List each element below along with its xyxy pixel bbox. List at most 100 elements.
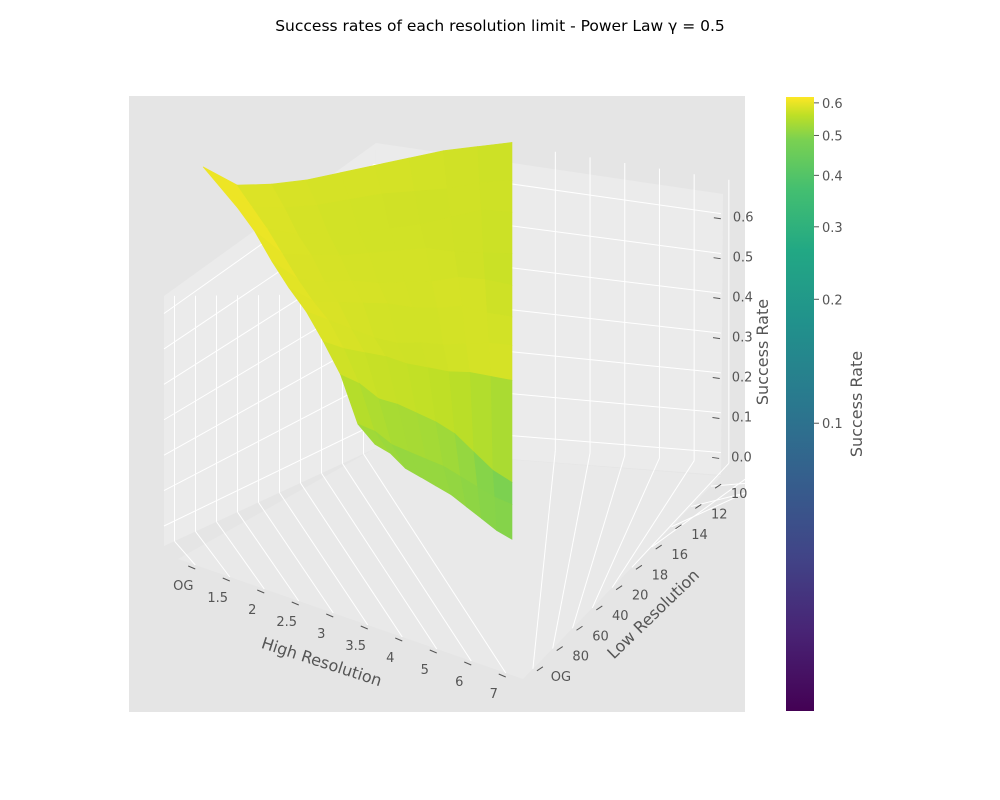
x-floor-gridline [279, 492, 369, 626]
floor-pane [178, 449, 721, 679]
surface-cell [486, 312, 513, 346]
z-tick [713, 217, 721, 220]
y-floor-gridline [572, 455, 626, 629]
x-tick-label: 2 [248, 603, 256, 618]
y-tick [695, 504, 702, 509]
surface-cell [465, 342, 492, 377]
y-tick-label: 18 [652, 568, 669, 583]
z-tick-label: 0.3 [732, 331, 753, 346]
surface-cell [477, 142, 513, 184]
colorbar-tick-label: 0.1 [822, 417, 843, 432]
y-tick [536, 666, 544, 672]
surface-cell [484, 279, 513, 318]
y-floor-gridline [671, 468, 799, 528]
colorbar-tick-label: 0.6 [822, 97, 843, 112]
x-floor-gridline [258, 502, 334, 614]
x-floor-gridline [237, 511, 300, 602]
surface-cell [479, 180, 513, 213]
y-floor-gridline [631, 462, 730, 568]
surface-cell [442, 146, 480, 190]
z-tick-label: 0.5 [733, 251, 754, 266]
y-tick-label: 60 [592, 629, 609, 644]
y-tick [556, 646, 563, 651]
surface-cell [481, 209, 513, 254]
y-tick [714, 483, 722, 489]
y-tick-label: 80 [572, 650, 589, 665]
y-tick [655, 544, 662, 550]
x-floor-gridline [195, 531, 231, 578]
x-tick [291, 601, 299, 606]
x-tick-label: 6 [455, 675, 463, 690]
surface-cell [408, 150, 448, 192]
x-tick [257, 589, 265, 594]
x-floor-gridline [174, 540, 196, 566]
colorbar-tick-label: 0.5 [822, 129, 843, 144]
z-gridline [163, 163, 722, 314]
y-tick [576, 625, 583, 631]
x-floor-gridline [216, 521, 265, 590]
y-tick-label: OG [551, 670, 571, 685]
surface-cell [431, 277, 463, 309]
z-tick [712, 377, 720, 380]
x-floor-gridline [363, 453, 507, 674]
x-tick [360, 625, 368, 630]
x-tick [326, 613, 334, 618]
surface-cell [488, 342, 513, 381]
y-tick-label: 20 [632, 589, 649, 604]
y-tick [635, 564, 643, 570]
y-tick [596, 605, 603, 611]
colorbar-tick-label: 0.2 [822, 293, 843, 308]
colorbar-label: Success Rate [847, 351, 866, 457]
y-floor-gridline [611, 460, 695, 588]
surface-cell [425, 247, 459, 282]
y-tick [675, 524, 682, 530]
z-tick [712, 416, 720, 419]
z-tick-label: 0.1 [731, 410, 752, 425]
x-tick [464, 661, 472, 666]
x-floor-gridline [321, 472, 438, 650]
surface-cell [454, 251, 486, 281]
y-tick [615, 585, 623, 591]
y-tick-label: 16 [671, 548, 688, 563]
colorbar-ticks: 0.1 0.2 0.3 0.4 0.5 0.6 [814, 97, 843, 432]
x-tick [395, 637, 403, 642]
y-tick-label: 12 [711, 507, 728, 522]
z-tick-label: 0.2 [732, 371, 753, 386]
x-tick-label: 7 [490, 687, 498, 702]
surface-cell [494, 496, 513, 540]
surface-cell [490, 376, 513, 483]
x-tick [188, 565, 196, 570]
y-floor-gridline [552, 452, 591, 649]
y-tick-label: 14 [691, 528, 708, 543]
chart-title: Success rates of each resolution limit -… [275, 17, 725, 35]
colorbar [786, 97, 814, 711]
x-tick [222, 577, 230, 582]
surface-cell [450, 209, 484, 254]
z-tick-label: 0.6 [733, 211, 754, 226]
colorbar-tick-label: 0.3 [822, 221, 843, 236]
x-tick-label: 2.5 [276, 615, 297, 630]
y-floor-gridline [591, 457, 660, 609]
surface-mesh [202, 142, 513, 540]
x-tick-label: 3.5 [345, 639, 366, 654]
y-floor-gridline [651, 465, 764, 548]
z-axis-label: Success Rate [753, 299, 772, 405]
y-floor-gridline [532, 450, 556, 669]
x-tick-label: 1.5 [207, 591, 228, 606]
x-tick [429, 649, 437, 654]
x-tick-label: 5 [421, 663, 429, 678]
x-tick-label: OG [173, 579, 193, 594]
x-floor-gridline [342, 463, 472, 662]
colorbar-tick-label: 0.4 [822, 169, 843, 184]
z-tick [712, 337, 721, 340]
x-tick [498, 673, 506, 678]
x-floor-gridline [300, 482, 403, 638]
z-tick [712, 456, 720, 459]
z-tick-label: 0.0 [731, 450, 752, 465]
x-tick-label: 3 [317, 627, 325, 642]
z-tick-label: 0.4 [732, 291, 753, 306]
y-tick-label: 10 [731, 487, 748, 502]
z-tick [713, 257, 721, 260]
tick-labels: OG1.522.533.54567OG8060402018161412100.0… [173, 211, 753, 702]
